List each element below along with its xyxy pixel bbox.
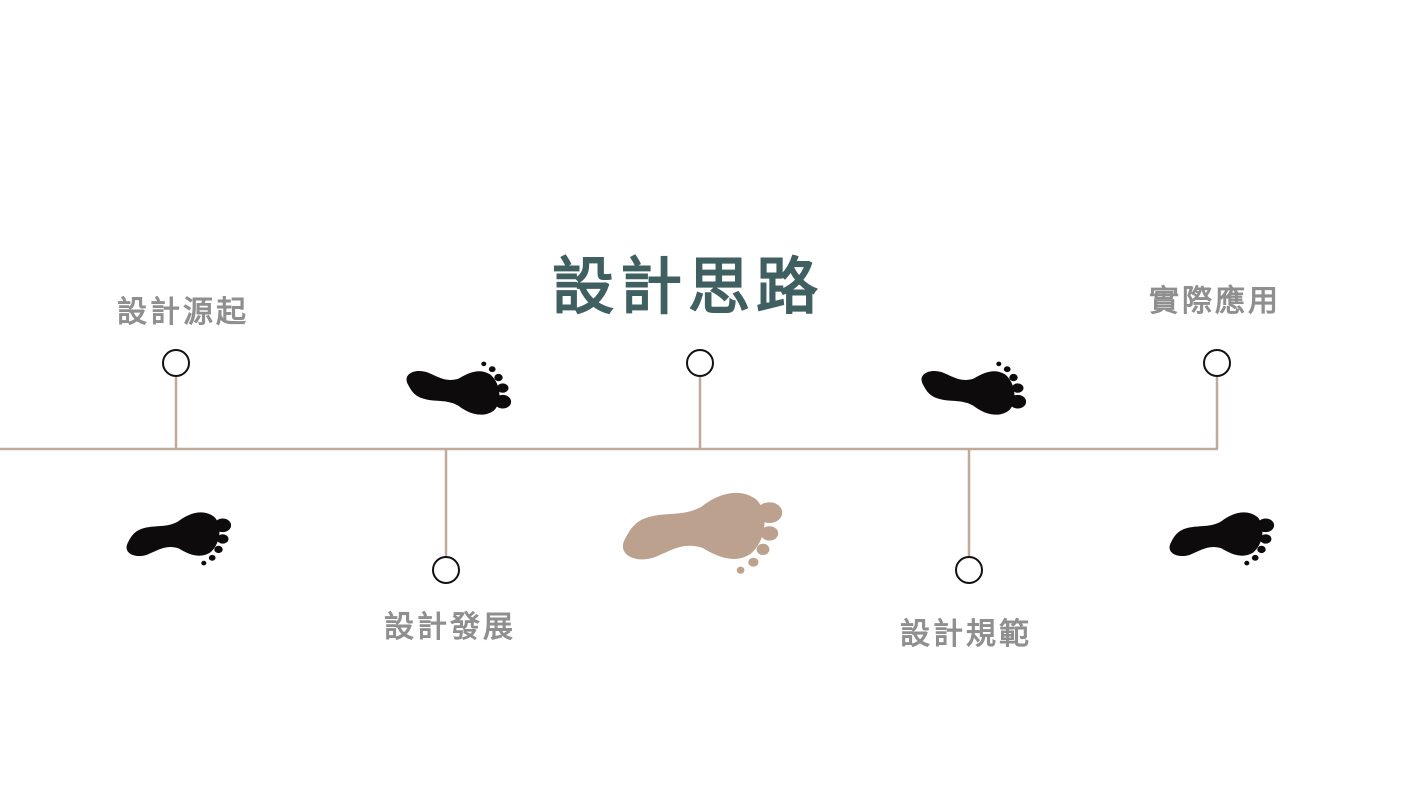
footprint-icon [921, 361, 1027, 415]
node-center [686, 349, 714, 449]
node-application [1203, 349, 1231, 449]
node-development [432, 449, 460, 584]
footprint-icon [622, 492, 783, 574]
node-circle [1203, 349, 1231, 377]
stage-label-application: 實際應用 [1149, 284, 1281, 319]
stage-label-specification: 設計規範 [900, 617, 1032, 652]
diagram-title: 設計思路 [552, 250, 825, 323]
node-origin [162, 349, 190, 449]
node-specification [955, 449, 983, 584]
node-circle [432, 556, 460, 584]
footprint-icon [406, 361, 512, 415]
footprint-icon [1169, 512, 1275, 566]
node-circle [955, 556, 983, 584]
node-circle [686, 349, 714, 377]
stage-label-development: 設計發展 [384, 610, 516, 645]
footprint-icon [126, 512, 232, 566]
stage-label-origin: 設計源起 [117, 295, 249, 330]
node-circle [162, 349, 190, 377]
